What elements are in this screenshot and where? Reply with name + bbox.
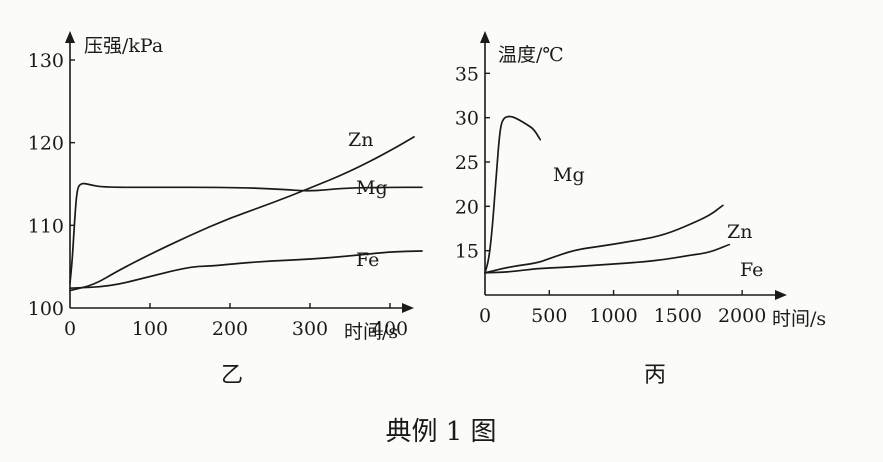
- y-tick-label: 30: [455, 108, 479, 130]
- x-tick-label: 0: [479, 305, 491, 327]
- x-tick-label: 500: [531, 305, 567, 327]
- series-label-mg: Mg: [356, 177, 388, 199]
- x-tick-label: 100: [132, 318, 168, 340]
- series-label-fe: Fe: [356, 249, 379, 271]
- series-line-zn: [484, 204, 724, 274]
- series-label-zn: Zn: [727, 221, 752, 243]
- series-line-fe: [69, 250, 423, 290]
- x-axis-label: 时间/s: [344, 321, 398, 343]
- series-line-mg: [484, 115, 542, 274]
- x-tick-label: 400: [372, 318, 408, 340]
- y-tick-label: 25: [455, 152, 479, 174]
- y-tick-label: 130: [28, 50, 64, 72]
- y-axis-label: 压强/kPa: [84, 35, 163, 57]
- y-axis-arrow: [65, 31, 75, 43]
- series-label-mg: Mg: [553, 164, 585, 186]
- y-axis-label: 温度/℃: [498, 44, 564, 66]
- chart-panel-0: 0 100 200 300 400100110120130时间/s压强/kPaZnMgF…: [28, 31, 423, 388]
- series-line-fe: [484, 243, 731, 274]
- series-label-zn: Zn: [348, 129, 373, 151]
- panel-label: 丙: [644, 363, 666, 388]
- y-axis-arrow: [480, 31, 490, 43]
- series-line-mg: [69, 182, 423, 285]
- chart-panel-1: 0 500 1000 1500 2000 15 20 25 30 35 时间/s 温度/℃ Mg Zn Fe…: [455, 31, 826, 388]
- y-tick-label: 20: [455, 196, 479, 218]
- x-tick-label: 200: [212, 318, 248, 340]
- x-axis-arrow: [775, 290, 787, 300]
- x-tick-label: 2000: [718, 305, 766, 327]
- x-tick-label: 1500: [654, 305, 702, 327]
- y-tick-label: 120: [28, 133, 64, 155]
- x-axis-label: 时间/s: [772, 308, 826, 330]
- y-tick-label: 110: [28, 215, 64, 237]
- y-tick-label: 35: [455, 63, 479, 85]
- panel-label: 乙: [221, 363, 243, 388]
- x-tick-label: 300: [292, 318, 328, 340]
- series-line-zn: [69, 136, 415, 292]
- x-tick-label: 1000: [589, 305, 637, 327]
- x-tick-label: 0: [64, 318, 76, 340]
- y-tick-label: 15: [455, 241, 479, 263]
- x-axis-arrow: [402, 303, 414, 313]
- y-tick-label: 100: [28, 298, 64, 320]
- figure-caption: 典例 1 图: [385, 417, 496, 447]
- series-label-fe: Fe: [740, 259, 763, 281]
